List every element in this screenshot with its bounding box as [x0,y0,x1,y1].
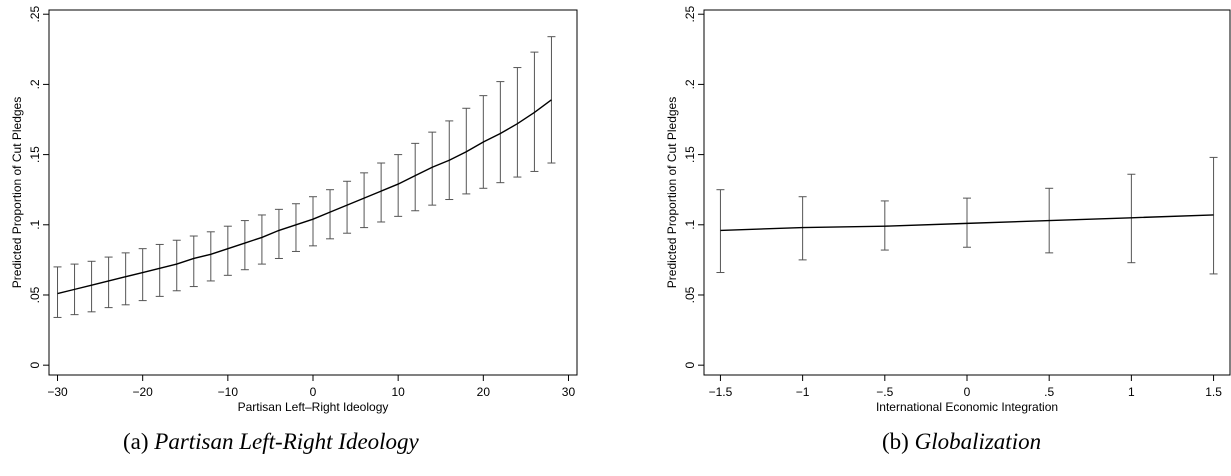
y-tick-label: 0 [28,362,42,369]
x-tick-label: −.5 [876,385,893,399]
y-tick-label: .2 [28,79,42,89]
x-tick-label: −1 [796,385,810,399]
x-tick-label: 0 [964,385,971,399]
y-tick-label: .25 [683,6,697,23]
y-tick-label: .05 [28,286,42,303]
x-tick-label: 1.5 [1205,385,1222,399]
caption-b-tag: (b) [882,429,909,454]
y-tick-label: .05 [683,286,697,303]
y-tick-label: .1 [28,219,42,229]
caption-a: (a) Partisan Left-Right Ideology [123,429,419,455]
y-tick-label: .1 [683,219,697,229]
series-line [57,99,552,295]
caption-b: (b) Globalization [882,429,1041,455]
x-tick-label: −10 [218,385,239,399]
series-line [720,214,1214,232]
caption-b-text: Globalization [914,429,1042,454]
plot-frame [48,9,578,376]
y-tick-label: 0 [683,362,697,369]
y-tick-label: .15 [683,146,697,163]
x-axis-title: Partisan Left–Right Ideology [238,400,389,414]
y-tick-label: .15 [28,146,42,163]
y-tick-label: .2 [683,79,697,89]
y-axis-title: Predicted Proportion of Cut Pledges [665,97,679,288]
x-tick-label: −20 [132,385,153,399]
x-tick-label: −1.5 [709,385,733,399]
x-tick-label: 10 [391,385,405,399]
y-tick-label: .25 [28,6,42,23]
y-axis-title: Predicted Proportion of Cut Pledges [10,97,24,288]
x-tick-label: 1 [1128,385,1135,399]
x-axis-title: International Economic Integration [876,400,1058,414]
x-tick-label: 30 [562,385,576,399]
chart-b: −1.5 −1 −.5 0 .5 1 1.5 0 .05 .1 .15 .2 .25 Internatio… [665,6,1231,414]
x-tick-label: 0 [310,385,317,399]
plot-frame [703,9,1231,376]
x-tick-label: 20 [477,385,491,399]
x-tick-label: .5 [1044,385,1054,399]
x-tick-label: −30 [47,385,68,399]
caption-a-tag: (a) [123,429,149,454]
caption-a-text: Partisan Left-Right Ideology [154,429,419,454]
chart-a: −30 −20 −10 0 10 20 30 0 .05 .1 .15 .2 .25 Partisan L… [10,6,578,414]
